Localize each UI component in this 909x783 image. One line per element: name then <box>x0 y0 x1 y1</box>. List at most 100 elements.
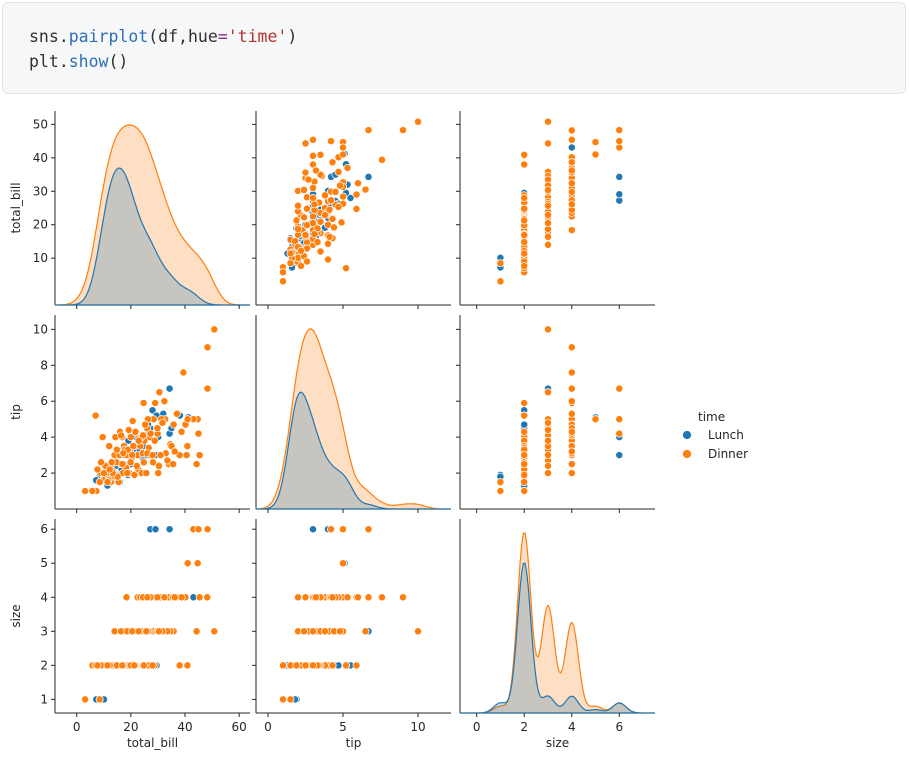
ytick-label: 40 <box>33 151 48 165</box>
point-dinner <box>177 427 186 436</box>
point-dinner <box>352 661 361 670</box>
point-dinner <box>544 117 552 126</box>
point-dinner <box>153 424 162 433</box>
xtick-label: 5 <box>339 720 347 734</box>
point-dinner <box>170 593 179 602</box>
code-cell[interactable]: sns.pairplot(df,hue='time') plt.show() <box>2 2 906 94</box>
ylabel-size: size <box>9 604 23 627</box>
point-dinner <box>160 397 169 406</box>
point-dinner <box>294 201 302 210</box>
point-dinner <box>309 194 317 202</box>
ytick-label: 1 <box>40 692 48 706</box>
point-dinner <box>81 695 90 704</box>
point-dinner <box>520 478 529 487</box>
point-dinner <box>105 465 114 474</box>
point-dinner <box>339 143 347 152</box>
point-lunch <box>364 172 373 181</box>
point-dinner <box>301 661 310 670</box>
point-dinner <box>129 442 138 451</box>
point-dinner <box>567 126 576 135</box>
point-dinner <box>327 196 335 205</box>
point-dinner <box>544 388 552 397</box>
point-dinner <box>105 442 114 451</box>
point-dinner <box>177 593 186 602</box>
point-dinner <box>297 261 305 270</box>
point-dinner <box>183 559 192 568</box>
point-dinner <box>342 661 350 670</box>
point-dinner <box>309 135 317 144</box>
xtick-label: 60 <box>232 720 247 734</box>
point-dinner <box>520 460 529 469</box>
ytick-label: 3 <box>40 624 48 638</box>
point-dinner <box>93 661 102 670</box>
point-lunch <box>148 406 157 415</box>
point-dinner <box>327 137 335 146</box>
point-dinner <box>142 627 151 636</box>
point-dinner <box>313 238 322 247</box>
point-dinner <box>146 429 155 438</box>
panel-total_bill-vs-size <box>456 111 655 309</box>
legend-label-dinner: Dinner <box>708 447 748 461</box>
point-dinner <box>354 179 362 188</box>
ytick-label: 10 <box>33 322 48 336</box>
point-dinner <box>567 368 576 377</box>
point-dinner <box>297 246 305 255</box>
panel-tip-vs-tip <box>255 315 451 513</box>
point-dinner <box>567 447 576 456</box>
point-dinner <box>192 627 201 636</box>
point-dinner <box>301 593 310 602</box>
point-dinner <box>304 175 313 184</box>
point-dinner <box>352 205 361 213</box>
code-token-equals: = <box>217 27 228 46</box>
point-lunch <box>151 525 160 534</box>
point-dinner <box>279 695 287 704</box>
ytick-label: 2 <box>40 466 48 480</box>
point-dinner <box>155 388 164 397</box>
point-dinner <box>544 436 552 445</box>
point-lunch <box>309 525 317 534</box>
point-dinner <box>567 384 576 393</box>
point-dinner <box>567 226 576 235</box>
point-dinner <box>544 451 552 460</box>
point-dinner <box>175 661 184 670</box>
kde-total_bill-dinner <box>55 124 250 306</box>
point-dinner <box>179 368 188 377</box>
ytick-label: 30 <box>33 184 48 198</box>
point-dinner <box>399 126 407 135</box>
point-dinner <box>117 431 126 440</box>
point-dinner <box>591 150 600 159</box>
point-dinner <box>155 627 163 636</box>
ytick-label: 8 <box>40 358 48 372</box>
point-dinner <box>520 399 529 407</box>
pairplot-figure: 1020304050total_bill246810tip123456size0… <box>9 111 748 750</box>
point-dinner <box>324 255 332 264</box>
point-dinner <box>294 225 302 234</box>
point-dinner <box>567 135 576 144</box>
point-dinner <box>141 420 150 429</box>
point-lunch <box>615 451 624 460</box>
point-dinner <box>339 559 347 568</box>
point-dinner <box>615 415 624 424</box>
point-dinner <box>378 155 386 164</box>
point-dinner <box>158 418 167 427</box>
point-dinner <box>544 211 552 219</box>
xtick-label: 6 <box>616 720 624 734</box>
point-dinner <box>128 627 137 636</box>
point-dinner <box>321 211 329 219</box>
point-dinner <box>615 126 624 135</box>
point-dinner <box>567 166 576 175</box>
point-dinner <box>309 183 317 192</box>
point-dinner <box>203 384 212 393</box>
point-dinner <box>316 247 325 256</box>
panel-total_bill-vs-total_bill: 10 20 30 40 50 total_bill <box>9 111 250 309</box>
point-dinner <box>520 231 529 240</box>
point-dinner <box>169 460 178 469</box>
point-dinner <box>331 187 340 196</box>
point-dinner <box>544 461 552 470</box>
point-dinner <box>334 167 343 176</box>
point-dinner <box>615 429 624 438</box>
panel-size-vs-tip: 0 5 10 tip <box>252 519 451 750</box>
point-dinner <box>309 661 317 670</box>
point-dinner <box>148 661 157 670</box>
point-dinner <box>160 593 169 602</box>
